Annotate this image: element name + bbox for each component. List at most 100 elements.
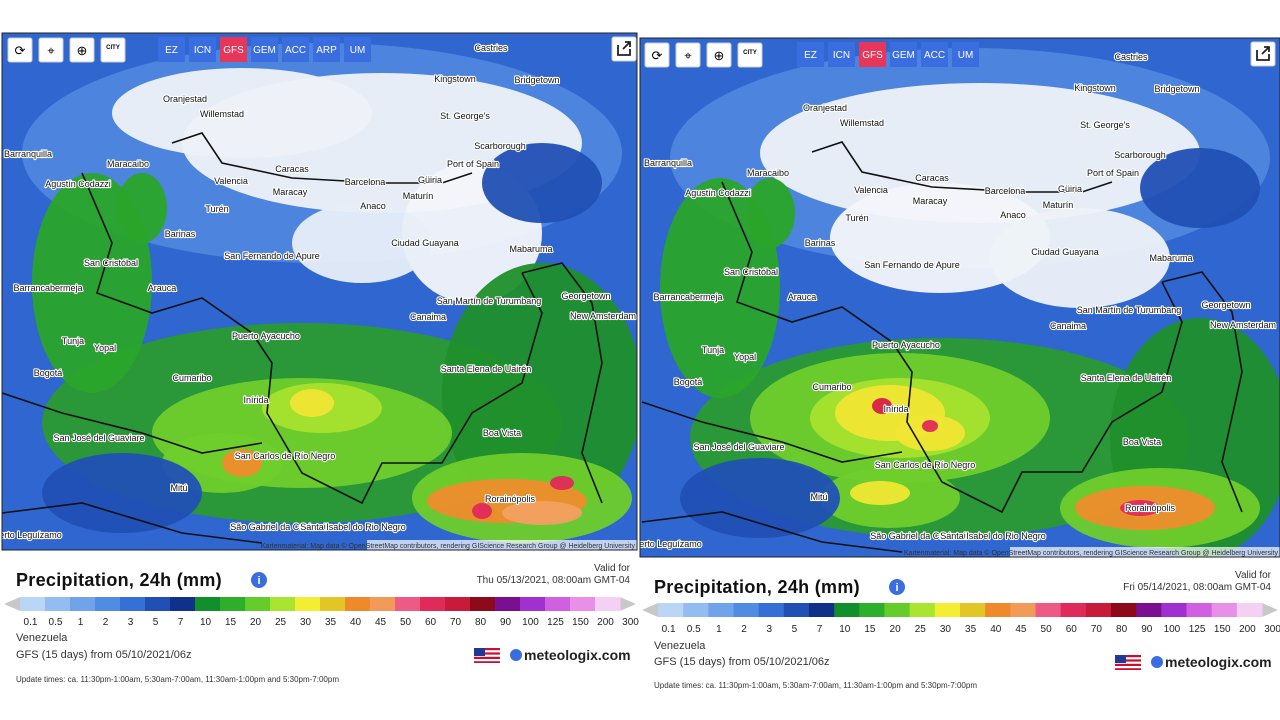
city-label[interactable]: Port of Spain [1086, 167, 1140, 179]
city-label[interactable]: Maturín [1042, 199, 1075, 211]
city-label[interactable]: Cumaribo [811, 381, 852, 393]
city-label[interactable]: Anaco [999, 209, 1027, 221]
city-label[interactable]: Maracay [272, 186, 309, 198]
city-label[interactable]: Yopal [733, 351, 757, 363]
city-label[interactable]: Port of Spain [446, 158, 500, 170]
city-label[interactable]: Güiria [1057, 183, 1083, 195]
city-label[interactable]: Barrancabermeja [652, 291, 723, 303]
city-label[interactable]: St. George's [439, 110, 491, 122]
city-label[interactable]: Puerto Ayacucho [231, 330, 301, 342]
city-label[interactable]: Maracaibo [106, 158, 150, 170]
model-button[interactable] [313, 37, 340, 62]
city-label[interactable]: Canaima [1049, 320, 1087, 332]
city-label[interactable]: Barinas [804, 237, 837, 249]
city-label[interactable]: Castries [1113, 51, 1149, 63]
city-label[interactable]: Ciudad Guayana [390, 237, 460, 249]
city-label[interactable]: Rorainópolis [484, 493, 537, 505]
city-label[interactable]: Cumaribo [171, 372, 212, 384]
info-icon[interactable] [251, 572, 267, 588]
city-label[interactable]: Puerto Leguízamo [628, 538, 703, 550]
tool-button[interactable] [7, 37, 33, 63]
tool-button[interactable] [706, 42, 732, 68]
city-label[interactable]: Tunja [61, 335, 85, 347]
city-label[interactable]: Santa Isabel do Rio Negro [939, 530, 1047, 542]
city-label[interactable]: Bogotá [33, 367, 64, 379]
city-label[interactable]: Tunja [701, 344, 725, 356]
city-label[interactable]: San Cristóbal [83, 257, 139, 269]
city-label[interactable]: Mabaruma [508, 243, 553, 255]
city-label[interactable]: Anaco [359, 200, 387, 212]
city-label[interactable]: Oranjestad [162, 93, 208, 105]
city-label[interactable]: Willemstad [199, 108, 245, 120]
city-label[interactable]: Bridgetown [1153, 83, 1200, 95]
city-label[interactable]: Barcelona [984, 185, 1027, 197]
city-label[interactable]: Ciudad Guayana [1030, 246, 1100, 258]
city-label[interactable]: Mitú [169, 482, 188, 494]
city-label[interactable]: Boa Vista [1122, 436, 1163, 448]
city-label[interactable]: New Amsterdam [569, 310, 637, 322]
city-label[interactable]: San José del Guaviare [52, 432, 145, 444]
city-button[interactable] [100, 37, 126, 63]
city-label[interactable]: Inírida [882, 403, 909, 415]
city-label[interactable]: Turén [844, 212, 869, 224]
city-label[interactable]: Maturín [402, 190, 435, 202]
city-label[interactable]: Puerto Ayacucho [871, 339, 941, 351]
city-label[interactable]: San José del Guaviare [692, 441, 785, 453]
model-button[interactable] [220, 37, 247, 62]
city-label[interactable]: Oranjestad [802, 102, 848, 114]
city-label[interactable]: San Carlos de Río Negro [874, 459, 977, 471]
city-label[interactable]: Santa Elena de Uairén [440, 363, 533, 375]
city-label[interactable]: Barrancabermeja [12, 282, 83, 294]
city-label[interactable]: Willemstad [839, 117, 885, 129]
model-button[interactable] [158, 37, 185, 62]
brand[interactable]: meteologix.com [1165, 654, 1272, 670]
info-icon[interactable] [889, 579, 905, 595]
map[interactable]: Castries Kingstown Bridgetown Oranjestad Wil… [0, 33, 642, 550]
city-label[interactable]: Boa Vista [482, 427, 523, 439]
city-label[interactable]: Georgetown [1200, 299, 1251, 311]
city-label[interactable]: Puerto Leguízamo [0, 529, 63, 541]
city-label[interactable]: Canaima [409, 311, 447, 323]
city-label[interactable]: Santa Isabel do Rio Negro [299, 521, 407, 533]
city-label[interactable]: Agustín Codazzi [684, 187, 752, 199]
city-label[interactable]: Bridgetown [513, 74, 560, 86]
city-label[interactable]: Mabaruma [1148, 252, 1193, 264]
city-label[interactable]: Scarborough [1113, 149, 1167, 161]
map[interactable]: Castries Kingstown Bridgetown Oranjestad Wil… [628, 38, 1280, 558]
model-button[interactable] [282, 37, 309, 62]
model-button[interactable] [797, 42, 824, 67]
city-label[interactable]: Agustín Codazzi [44, 178, 112, 190]
city-label[interactable]: Turén [204, 203, 229, 215]
city-label[interactable]: Kingstown [433, 73, 477, 85]
city-label[interactable]: San Carlos de Río Negro [234, 450, 337, 462]
city-label[interactable]: Maracaibo [746, 167, 790, 179]
city-label[interactable]: San Fernando de Apure [223, 250, 321, 262]
city-label[interactable]: Georgetown [560, 290, 611, 302]
city-label[interactable]: Kingstown [1073, 82, 1117, 94]
city-label[interactable]: Valencia [213, 175, 249, 187]
city-label[interactable]: Barranquilla [643, 157, 693, 169]
city-label[interactable]: Santa Elena de Uairén [1080, 372, 1173, 384]
city-label[interactable]: St. George's [1079, 119, 1131, 131]
city-label[interactable]: San Martín de Turumbang [436, 295, 543, 307]
model-button[interactable] [859, 42, 886, 67]
city-label[interactable]: Barranquilla [3, 148, 53, 160]
city-label[interactable]: Güiria [417, 174, 443, 186]
city-label[interactable]: San Martín de Turumbang [1076, 304, 1183, 316]
brand[interactable]: meteologix.com [524, 647, 631, 663]
tool-button[interactable] [675, 42, 701, 68]
city-label[interactable]: Caracas [274, 163, 310, 175]
tool-button[interactable] [644, 42, 670, 68]
city-label[interactable]: New Amsterdam [1209, 319, 1277, 331]
model-button[interactable] [251, 37, 278, 62]
tool-button[interactable] [38, 37, 64, 63]
model-button[interactable] [952, 42, 979, 67]
city-label[interactable]: Bogotá [673, 376, 704, 388]
model-button[interactable] [344, 37, 371, 62]
model-button[interactable] [189, 37, 216, 62]
city-label[interactable]: São Gabriel da Cachoeira [869, 530, 975, 542]
model-button[interactable] [890, 42, 917, 67]
city-label[interactable]: Maracay [912, 195, 949, 207]
city-label[interactable]: San Fernando de Apure [863, 259, 961, 271]
city-button[interactable] [737, 42, 763, 68]
